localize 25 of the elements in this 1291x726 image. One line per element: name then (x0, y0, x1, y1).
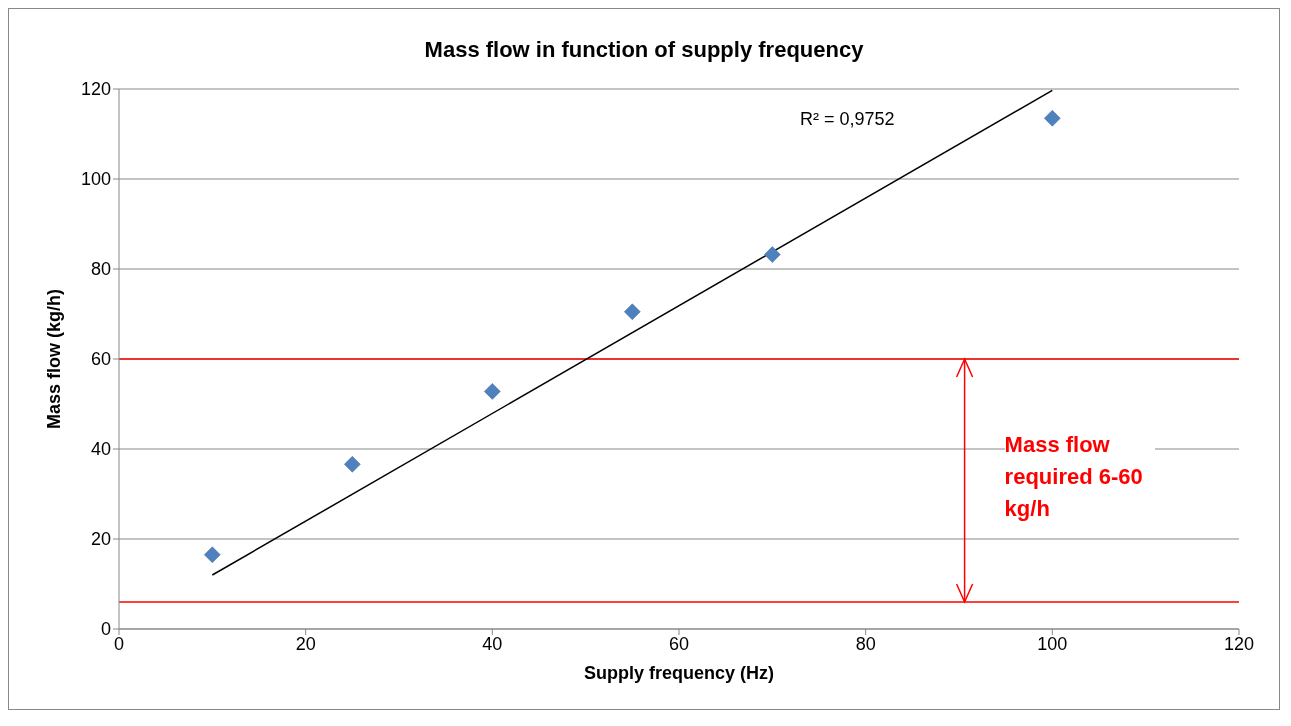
x-tick-label: 100 (1037, 633, 1068, 654)
y-tick-label: 40 (90, 439, 111, 460)
point (624, 303, 641, 320)
point (204, 546, 221, 563)
chart-title: Mass flow in function of supply frequency (423, 37, 865, 63)
y-axis-title: Mass flow (kg/h) (44, 288, 65, 430)
annotation: R² = 0,9752 (800, 109, 895, 130)
y-tick-label: 0 (100, 619, 111, 640)
x-tick-label: 80 (855, 633, 876, 654)
x-tick-label: 40 (482, 633, 503, 654)
y-tick-label: 100 (80, 169, 111, 190)
x-tick-label: 0 (113, 633, 125, 654)
x-axis-title: Supply frequency (Hz) (583, 663, 775, 683)
x-tick-label: 60 (668, 633, 690, 654)
point (1044, 110, 1061, 127)
point (344, 456, 361, 473)
y-tick-label: 60 (90, 349, 111, 370)
x-tick-label: 120 (1223, 633, 1255, 654)
y-tick-label: 80 (90, 259, 111, 280)
ref-line-label: Mass flow required 6-60 kg/h (1004, 428, 1155, 525)
point (764, 246, 781, 263)
point (484, 383, 501, 400)
x-tick-label: 20 (295, 633, 316, 654)
y-tick-label: 120 (80, 79, 111, 100)
y-tick-label: 20 (90, 529, 111, 550)
